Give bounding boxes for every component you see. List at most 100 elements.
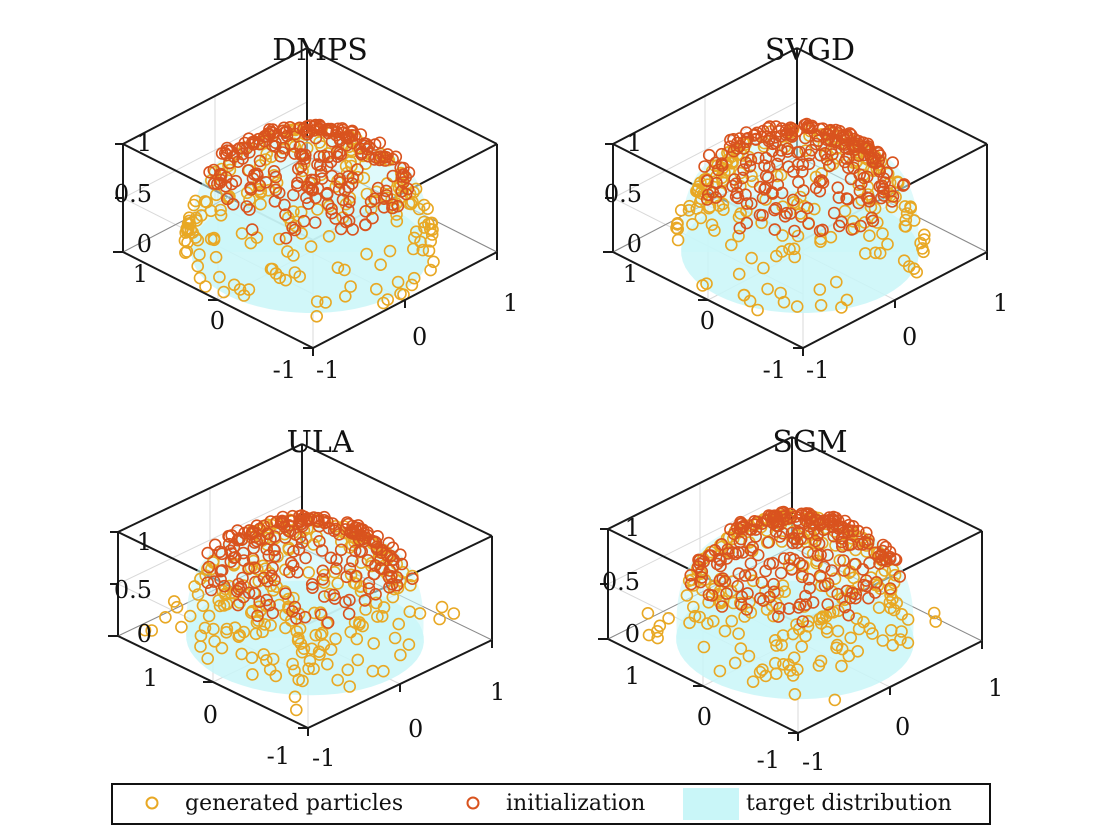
- initialization-particle: [852, 537, 866, 551]
- initialization-particle: [266, 561, 279, 575]
- generated-particle: [391, 275, 405, 289]
- initialization-particle: [840, 192, 853, 205]
- initialization-particle: [759, 564, 772, 578]
- generated-particle: [191, 588, 205, 601]
- initialization-particle: [377, 201, 391, 214]
- y-tick-1: 1: [133, 260, 148, 288]
- initialization-particle: [859, 526, 873, 540]
- generated-particle: [264, 619, 277, 632]
- initialization-particle: [224, 555, 238, 568]
- initialization-particle: [215, 547, 229, 561]
- initialization-particle: [790, 146, 804, 159]
- generated-particle: [425, 216, 439, 230]
- subplot-ula: ULA 1 0.5 0 1 0 -1 -1 0 1: [108, 425, 505, 772]
- initialization-particle: [377, 192, 391, 205]
- initialization-particle: [782, 602, 796, 615]
- initialization-particle: [333, 172, 347, 186]
- generated-particle: [343, 680, 357, 693]
- initialization-particle: [841, 525, 855, 539]
- generated-particle: [732, 267, 746, 281]
- generated-particle: [331, 577, 345, 590]
- initialization-particle: [375, 562, 389, 576]
- generated-particle: [814, 654, 828, 668]
- initialization-particle: [815, 174, 828, 187]
- generated-particle: [409, 225, 423, 238]
- initialization-particle: [215, 564, 229, 577]
- initialization-particle: [217, 579, 231, 593]
- initialization-particle: [753, 592, 767, 605]
- initialization-particle: [844, 591, 857, 605]
- generated-particle: [910, 265, 924, 279]
- initialization-particle: [792, 175, 805, 189]
- initialization-particle: [358, 594, 372, 607]
- initialization-particle: [715, 157, 728, 170]
- generated-particle: [767, 609, 780, 623]
- initialization-particle: [381, 148, 394, 161]
- initialization-particle: [775, 186, 789, 200]
- initialization-particle: [214, 573, 227, 586]
- generated-particle: [256, 625, 269, 639]
- generated-particle: [194, 629, 208, 642]
- initialization-particle: [362, 576, 376, 590]
- initialization-particle: [731, 136, 744, 150]
- generated-particle: [193, 271, 207, 285]
- initialization-particle: [259, 176, 273, 189]
- initialization-particle: [747, 518, 761, 531]
- generated-particle: [170, 600, 184, 614]
- initialization-particle: [813, 569, 827, 583]
- generated-particle: [732, 229, 745, 243]
- generated-particle: [381, 293, 395, 306]
- initialization-particle: [284, 556, 298, 570]
- generated-particle: [795, 640, 809, 653]
- y-tick-0: 0: [697, 703, 712, 731]
- generated-particle: [835, 659, 848, 673]
- initialization-particle: [386, 201, 399, 215]
- generated-particle: [302, 662, 315, 676]
- initialization-particle: [366, 211, 379, 225]
- initialization-particle: [731, 191, 745, 205]
- generated-particle: [829, 275, 843, 289]
- initialization-particle: [768, 136, 782, 150]
- initialization-particle: [299, 512, 313, 526]
- initialization-particle: [883, 582, 897, 595]
- initialization-particle: [743, 160, 757, 173]
- initialization-particle: [857, 578, 871, 592]
- generated-particle: [738, 610, 751, 623]
- generated-particle: [725, 238, 738, 252]
- initialization-particle: [246, 525, 259, 539]
- initialization-particle: [305, 176, 318, 190]
- y-tick-0: 0: [700, 307, 715, 335]
- initialization-particle: [795, 210, 808, 223]
- z-tick-0: 0: [137, 620, 152, 648]
- generated-particle: [191, 233, 205, 247]
- initialization-particle: [282, 519, 296, 532]
- generated-particle: [777, 295, 791, 309]
- initialization-particle: [349, 569, 363, 583]
- generated-particle: [294, 205, 308, 219]
- z-tick-0.5: 0.5: [604, 180, 642, 208]
- initialization-particle: [793, 556, 807, 570]
- subplot-dmps: DMPS 1 0.5 0 1 0 -1 -1 0 1: [113, 33, 518, 384]
- generated-particle: [213, 270, 226, 284]
- generated-particle: [315, 626, 329, 640]
- initialization-particle: [320, 188, 334, 201]
- generated-particle: [873, 246, 887, 260]
- initialization-particle: [220, 141, 234, 155]
- z-tick-1: 1: [627, 129, 642, 157]
- generated-particle: [788, 250, 802, 264]
- initialization-particle: [741, 587, 754, 600]
- initialization-particle: [718, 575, 732, 588]
- generated-particle: [198, 621, 212, 635]
- generated-particle: [705, 218, 719, 231]
- generated-particle: [179, 246, 192, 259]
- generated-particle: [850, 612, 863, 625]
- generated-particle: [732, 627, 745, 640]
- initialization-particle: [329, 522, 343, 536]
- generated-particle: [390, 214, 404, 228]
- generated-particle: [413, 607, 427, 620]
- generated-particle: [307, 662, 320, 676]
- initialization-particle: [801, 527, 815, 540]
- generated-particle: [894, 633, 907, 646]
- initialization-particle: [763, 590, 776, 604]
- generated-particle: [233, 283, 247, 296]
